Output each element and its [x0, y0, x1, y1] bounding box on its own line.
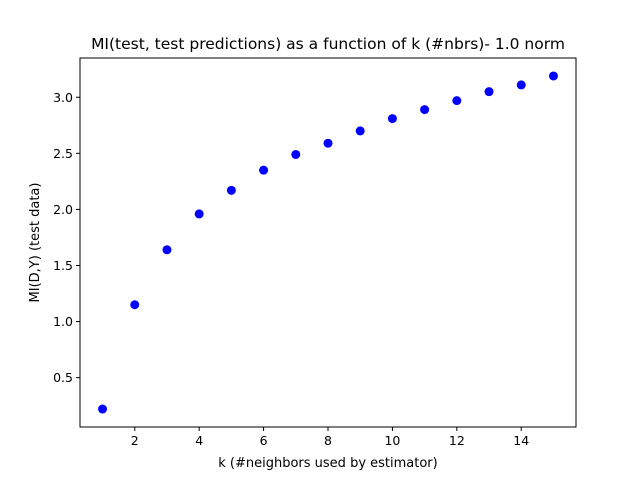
axes-frame: [79, 57, 577, 428]
y-tick-label: 2.5: [53, 146, 73, 161]
data-point: [420, 105, 430, 115]
x-axis-ticks: 2 4 6 8 10 12 14: [131, 427, 529, 448]
data-point: [162, 245, 172, 255]
y-tick-label: 2.0: [53, 202, 73, 217]
y-tick-label: 1.5: [53, 258, 73, 273]
data-point: [259, 165, 269, 175]
x-tick-label: 10: [384, 433, 400, 448]
data-point: [291, 149, 301, 159]
data-point: [387, 114, 397, 124]
data-point: [323, 138, 333, 148]
data-point: [226, 185, 236, 195]
x-tick-label: 12: [449, 433, 465, 448]
data-point: [130, 300, 140, 310]
data-point: [194, 209, 204, 219]
x-tick-label: 8: [324, 433, 332, 448]
y-tick-label: 3.0: [53, 90, 73, 105]
y-tick-label: 0.5: [53, 370, 73, 385]
data-point: [98, 404, 108, 414]
x-tick-label: 2: [131, 433, 139, 448]
x-axis-label: k (#neighbors used by estimator): [218, 456, 437, 471]
data-point: [355, 126, 365, 136]
x-tick-label: 14: [513, 433, 529, 448]
data-points: [98, 71, 558, 414]
data-point: [548, 71, 558, 81]
data-point: [452, 96, 462, 106]
data-point: [484, 87, 494, 97]
x-tick-label: 4: [195, 433, 203, 448]
y-axis-label: MI(D,Y) (test data): [28, 183, 43, 303]
y-axis-ticks: 0.5 1.0 1.5 2.0 2.5 3.0: [53, 90, 80, 385]
y-tick-label: 1.0: [53, 314, 73, 329]
x-tick-label: 6: [260, 433, 268, 448]
chart-title: MI(test, test predictions) as a function…: [91, 35, 565, 53]
data-point: [516, 80, 526, 90]
plot-area: 2 4 6 8 10 12 14 0.5 1.0 1.5 2.0 2.5 3.0: [53, 57, 577, 448]
